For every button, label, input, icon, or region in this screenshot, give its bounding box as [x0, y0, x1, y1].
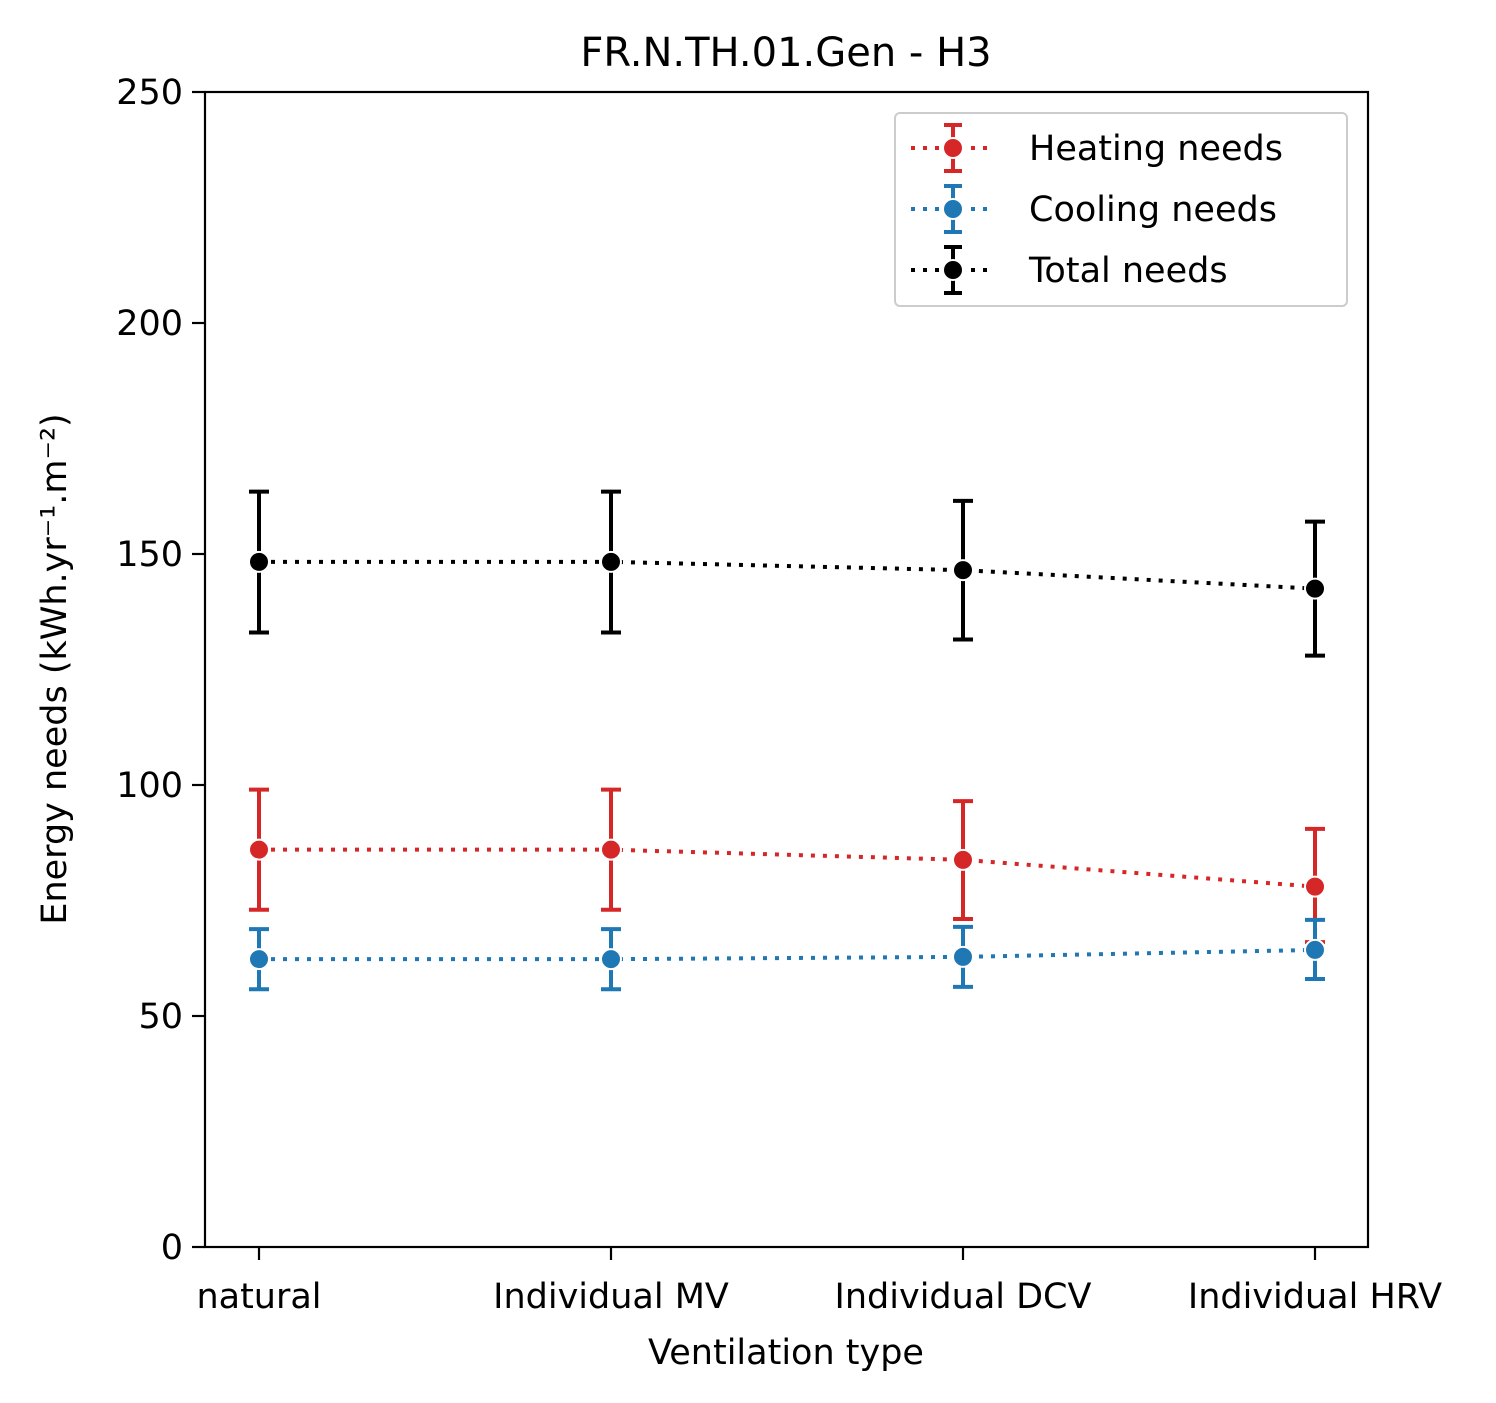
data-point-heating-needs: [1304, 875, 1326, 898]
series-heating-needs: [248, 787, 1326, 945]
data-point-cooling-needs: [1304, 938, 1326, 961]
legend-item-heating-needs: Heating needs: [911, 123, 1283, 173]
y-tick-label: 150: [116, 535, 183, 575]
x-tick-label-natural: natural: [196, 1277, 321, 1317]
legend-item-total-needs: Total needs: [911, 245, 1228, 295]
series-total-needs: [248, 489, 1326, 658]
x-tick-label-individual-dcv: Individual DCV: [835, 1277, 1092, 1317]
y-axis-title: Energy needs (kWh.yr⁻¹.m⁻²): [35, 413, 75, 924]
legend-label-cooling-needs: Cooling needs: [1029, 190, 1277, 230]
legend-marker-swatch: [942, 259, 964, 281]
x-tick-label-individual-mv: Individual MV: [493, 1277, 729, 1317]
y-tick-label: 200: [116, 304, 183, 344]
plot-frame: [203, 90, 1370, 1249]
data-point-total-needs: [600, 550, 622, 573]
data-point-cooling-needs: [952, 945, 974, 968]
y-tick-label: 100: [116, 766, 183, 806]
legend-marker-swatch: [942, 137, 964, 159]
y-tick-label: 250: [116, 73, 183, 113]
y-tick-label: 0: [161, 1228, 183, 1268]
data-point-heating-needs: [952, 848, 974, 871]
legend-item-cooling-needs: Cooling needs: [911, 184, 1277, 234]
data-point-cooling-needs: [248, 948, 270, 971]
data-point-heating-needs: [600, 838, 622, 861]
y-axis: 0 50 100 150 200 250: [116, 73, 205, 1268]
x-axis-title: Ventilation type: [648, 1333, 924, 1373]
legend-label-heating-needs: Heating needs: [1029, 129, 1283, 169]
series-line-total-needs: [259, 559, 1316, 591]
data-point-total-needs: [248, 550, 270, 573]
series-line-heating-needs: [259, 847, 1316, 889]
data-point-cooling-needs: [600, 948, 622, 971]
data-point-heating-needs: [248, 838, 270, 861]
chart-title: FR.N.TH.01.Gen - H3: [580, 30, 991, 76]
series-cooling-needs: [248, 917, 1326, 992]
y-tick-label: 50: [138, 997, 183, 1037]
data-point-total-needs: [1304, 577, 1326, 600]
legend-box: [894, 112, 1348, 307]
data-point-total-needs: [952, 559, 974, 582]
plot-marks: [248, 489, 1326, 992]
x-tick-label-individual-hrv: Individual HRV: [1188, 1277, 1442, 1317]
x-axis: natural Individual MV Individual DCV Indivi…: [196, 1247, 1442, 1317]
legend-marker-swatch: [942, 198, 964, 220]
legend: Heating needs Cooling needs Total needs: [894, 112, 1348, 307]
series-line-cooling-needs: [259, 947, 1316, 962]
legend-label-total-needs: Total needs: [1028, 251, 1228, 291]
